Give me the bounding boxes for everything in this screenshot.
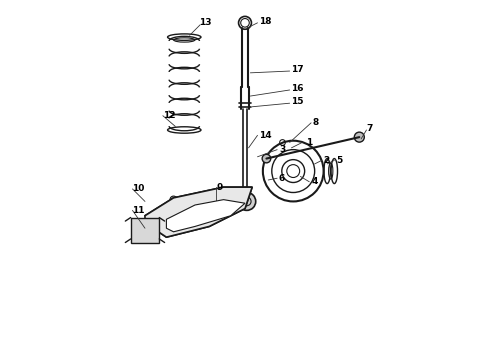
Text: 10: 10 [132, 184, 145, 193]
Circle shape [137, 220, 153, 236]
Polygon shape [145, 187, 252, 237]
Polygon shape [167, 200, 245, 232]
Circle shape [262, 154, 270, 163]
Text: 3: 3 [279, 145, 285, 154]
FancyBboxPatch shape [131, 217, 159, 243]
Circle shape [354, 132, 364, 142]
Text: 7: 7 [367, 124, 373, 133]
Text: 6: 6 [279, 174, 285, 183]
Text: 8: 8 [313, 118, 319, 127]
Text: 15: 15 [292, 97, 304, 106]
Text: 2: 2 [323, 156, 330, 165]
Circle shape [170, 196, 177, 203]
Text: 11: 11 [132, 206, 145, 215]
Text: 13: 13 [198, 18, 211, 27]
Text: 18: 18 [259, 17, 272, 26]
Text: 1: 1 [306, 138, 312, 147]
Text: 17: 17 [292, 65, 304, 74]
Circle shape [238, 193, 256, 210]
Text: 14: 14 [259, 131, 272, 140]
Text: 4: 4 [311, 177, 318, 186]
Text: 12: 12 [163, 111, 175, 120]
Text: 5: 5 [336, 156, 343, 165]
Text: 9: 9 [217, 183, 223, 192]
Text: 16: 16 [292, 84, 304, 93]
